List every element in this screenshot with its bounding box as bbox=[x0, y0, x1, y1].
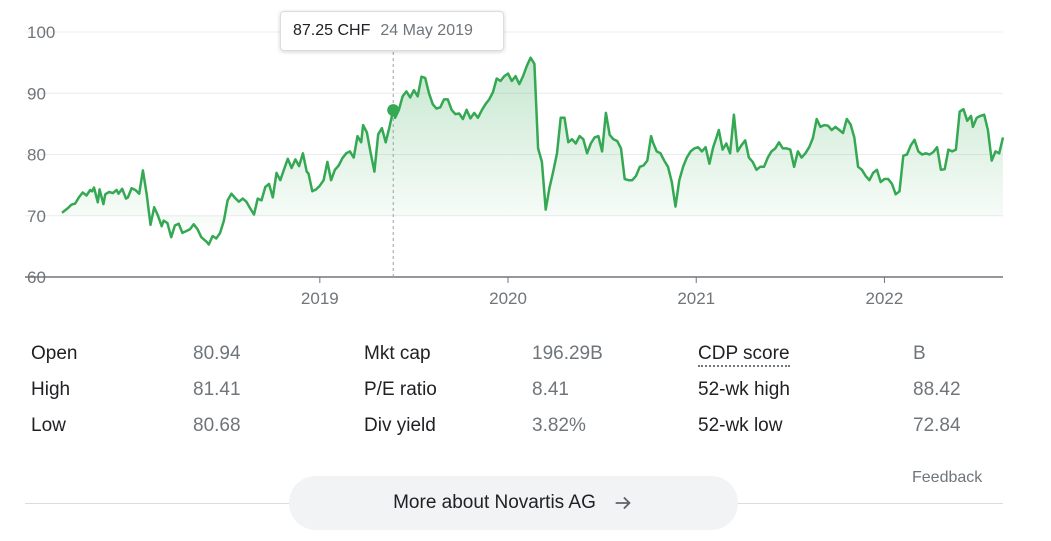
tooltip-price: 87.25 CHF bbox=[293, 22, 371, 39]
stats-row-1: Open 80.94 Mkt cap 196.29B CDP score B bbox=[0, 343, 1051, 373]
stat-value-pe-ratio: 8.41 bbox=[532, 379, 569, 400]
stat-label-high: High bbox=[31, 379, 71, 400]
y-tick-label: 80 bbox=[27, 146, 46, 165]
more-about-button[interactable]: More about Novartis AG bbox=[289, 476, 738, 530]
chart-tooltip: 87.25 CHF 24 May 2019 bbox=[280, 11, 504, 51]
x-tick-label: 2019 bbox=[301, 289, 339, 308]
stat-value-52wk-high: 88.42 bbox=[913, 379, 961, 400]
y-tick-label: 90 bbox=[27, 84, 46, 103]
cdp-score-link[interactable]: CDP score bbox=[698, 343, 790, 367]
stat-label-52wk-low: 52-wk low bbox=[698, 415, 783, 436]
x-tick-label: 2021 bbox=[677, 289, 715, 308]
stat-label-pe-ratio: P/E ratio bbox=[364, 379, 437, 400]
arrow-right-icon bbox=[612, 492, 634, 514]
stat-label-div-yield: Div yield bbox=[364, 415, 436, 436]
stat-value-high: 81.41 bbox=[193, 379, 241, 400]
y-tick-label: 60 bbox=[27, 268, 46, 287]
stat-label-open: Open bbox=[31, 343, 78, 364]
stats-row-2: High 81.41 P/E ratio 8.41 52-wk high 88.… bbox=[0, 379, 1051, 409]
stat-value-low: 80.68 bbox=[193, 415, 241, 436]
stat-value-open: 80.94 bbox=[193, 343, 241, 364]
stat-label-52wk-high: 52-wk high bbox=[698, 379, 790, 400]
stat-value-52wk-low: 72.84 bbox=[913, 415, 961, 436]
y-tick-label: 70 bbox=[27, 207, 46, 226]
stat-value-div-yield: 3.82% bbox=[532, 415, 586, 436]
x-tick-label: 2022 bbox=[866, 289, 904, 308]
x-tick-label: 2020 bbox=[489, 289, 527, 308]
hover-point bbox=[387, 104, 400, 117]
tooltip-date: 24 May 2019 bbox=[380, 22, 473, 39]
stat-value-mkt-cap: 196.29B bbox=[532, 343, 603, 364]
stat-value-cdp-score: B bbox=[913, 343, 926, 364]
stats-row-3: Low 80.68 Div yield 3.82% 52-wk low 72.8… bbox=[0, 415, 1051, 445]
feedback-link[interactable]: Feedback bbox=[912, 469, 983, 486]
stock-chart[interactable]: 100 90 80 70 60 2019 2020 2021 2022 bbox=[0, 0, 1051, 320]
price-line bbox=[61, 56, 1005, 246]
stat-label-low: Low bbox=[31, 415, 66, 436]
price-area-fill bbox=[62, 57, 1003, 245]
stat-label-mkt-cap: Mkt cap bbox=[364, 343, 431, 364]
more-about-label: More about Novartis AG bbox=[393, 492, 596, 513]
y-tick-label: 100 bbox=[27, 23, 55, 42]
